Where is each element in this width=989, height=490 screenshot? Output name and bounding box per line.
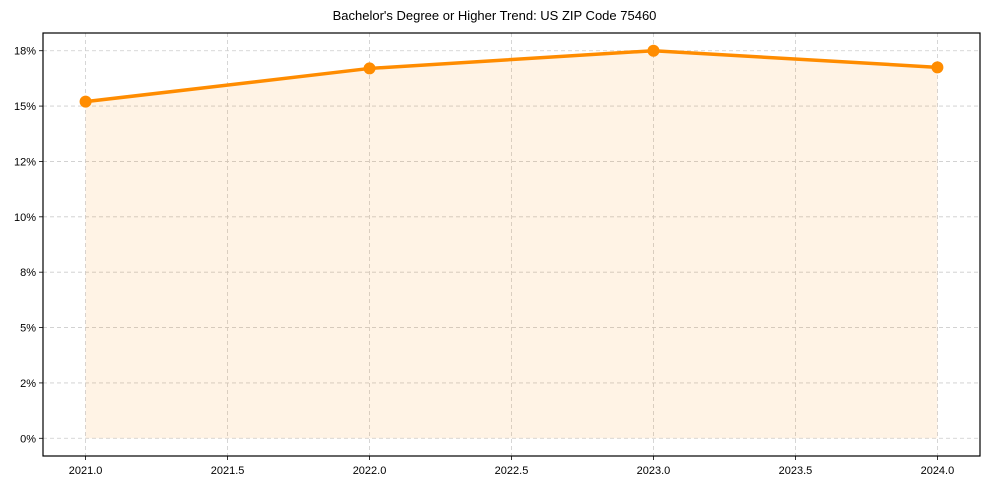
data-point-marker <box>79 95 92 108</box>
y-tick-label: 0% <box>20 433 36 445</box>
x-tick-label: 2022.5 <box>495 465 529 477</box>
x-tick-label: 2024.0 <box>921 465 955 477</box>
y-tick-label: 5% <box>20 323 36 335</box>
y-tick-label: 15% <box>14 101 36 113</box>
data-line <box>85 48 938 104</box>
chart-title: Bachelor's Degree or Higher Trend: US ZI… <box>332 8 657 23</box>
x-tick-label: 2023.5 <box>779 465 813 477</box>
data-point-marker <box>931 61 944 74</box>
x-axis: 2021.0 2021.5 2022.0 2022.5 2023.0 2023.5 2024… <box>69 456 954 477</box>
x-tick-label: 2022.0 <box>353 465 387 477</box>
y-tick-label: 12% <box>14 156 36 168</box>
x-tick-label: 2021.0 <box>69 465 103 477</box>
x-tick-label: 2023.0 <box>637 465 671 477</box>
area-fill <box>85 50 938 439</box>
data-point-marker <box>363 62 376 75</box>
x-tick-label: 2021.5 <box>211 465 245 477</box>
y-axis: 0% 2% 5% 8% 10% 12% 15% 18% <box>14 46 43 445</box>
y-tick-label: 8% <box>20 267 36 279</box>
y-tick-label: 18% <box>14 46 36 58</box>
data-markers <box>79 44 944 108</box>
data-point-marker <box>647 44 660 57</box>
grid-lines <box>43 33 980 456</box>
y-tick-label: 2% <box>20 378 36 390</box>
y-tick-label: 10% <box>14 212 36 224</box>
